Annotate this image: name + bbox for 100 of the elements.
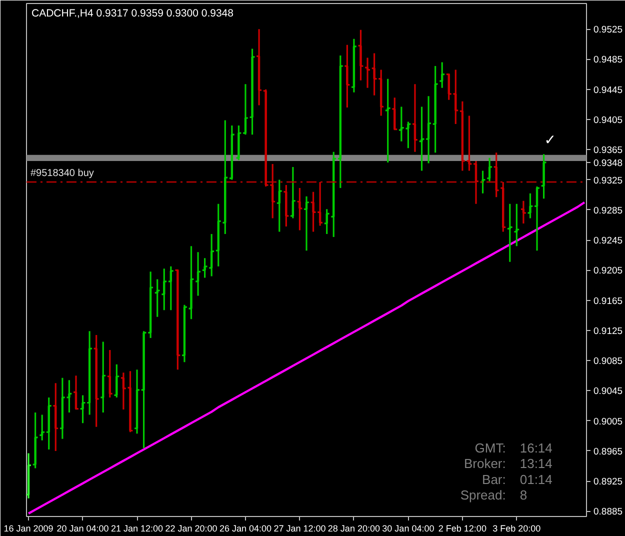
chart-title: CADCHF.,H4 0.9317 0.9359 0.9300 0.9348 <box>32 8 234 20</box>
candlestick <box>438 61 446 89</box>
x-tick-label: 2 Feb 12:00 <box>438 524 486 534</box>
candlestick <box>337 54 344 189</box>
candlestick <box>228 124 236 181</box>
y-tick-label: 0.9405 <box>594 115 623 126</box>
candlestick <box>357 29 364 82</box>
annotation: Spread: <box>460 488 506 503</box>
candlestick <box>526 192 534 219</box>
candlestick <box>330 151 337 238</box>
candlestick <box>432 65 439 154</box>
candlestick <box>418 106 425 172</box>
candlestick <box>86 330 93 416</box>
candlestick <box>350 38 358 94</box>
candlestick <box>324 208 330 235</box>
candlestick <box>486 157 493 182</box>
candlestick <box>26 452 32 500</box>
x-tick-label: 27 Jan 12:00 <box>274 524 326 534</box>
candlestick <box>215 203 222 268</box>
candlestick <box>371 52 378 96</box>
candlestick <box>93 334 100 428</box>
x-tick-label: 28 Jan 20:00 <box>328 524 380 534</box>
candlestick <box>391 96 398 131</box>
annotation: 16:14 <box>520 440 552 456</box>
candlestick <box>459 100 466 172</box>
candlestick <box>181 304 188 363</box>
candlestick <box>506 203 514 263</box>
candlestick <box>126 370 134 433</box>
candlestick <box>296 187 303 232</box>
candlestick <box>540 153 548 200</box>
candlestick <box>100 340 106 414</box>
candlestick <box>188 245 194 320</box>
candlestick <box>72 374 80 410</box>
annotation: Broker: <box>464 456 506 472</box>
candlestick <box>364 56 371 89</box>
candlestick <box>378 68 384 117</box>
y-tick-label: 0.8965 <box>594 446 623 458</box>
x-tick-label: 30 Jan 04:00 <box>382 524 434 534</box>
candlestick <box>38 414 46 442</box>
candlestick <box>208 233 215 277</box>
candlestick <box>140 330 148 449</box>
candlestick <box>154 278 161 318</box>
candlestick <box>59 377 66 440</box>
candlestick <box>32 412 39 470</box>
annotation: Bar: <box>482 472 506 487</box>
x-tick-label: 20 Jan 04:00 <box>56 524 109 534</box>
y-tick-label: 0.9348 <box>594 158 623 169</box>
candlestick <box>249 48 256 136</box>
annotation: GMT: <box>474 440 506 456</box>
line-series <box>27 201 586 515</box>
candlestick <box>276 178 283 233</box>
candlestick <box>534 186 540 252</box>
x-tick-label: 22 Jan 20:00 <box>165 524 218 534</box>
candlestick <box>290 166 296 219</box>
candlestick <box>513 203 520 247</box>
candlestick <box>398 106 405 142</box>
candlestick <box>120 372 127 410</box>
candlestick <box>256 28 262 106</box>
candlestick <box>202 257 208 279</box>
candlestick <box>52 382 59 452</box>
candlestick <box>242 83 249 136</box>
candlestick <box>134 368 140 434</box>
candlestick <box>282 184 290 228</box>
y-tick-label: 0.9165 <box>594 296 623 307</box>
candlestick <box>404 120 412 149</box>
candlestick <box>235 124 242 161</box>
candlestick <box>310 191 317 233</box>
y-tick-label: 0.8885 <box>594 506 623 518</box>
candlestick <box>344 44 350 108</box>
y-tick-label: 0.8925 <box>594 476 623 488</box>
y-tick-label: 0.9085 <box>594 356 623 368</box>
annotation: ✓ <box>544 132 556 148</box>
candlestick <box>46 396 52 450</box>
candlestick <box>174 268 181 370</box>
x-tick-label: 3 Feb 20:00 <box>492 524 541 534</box>
candlestick <box>303 196 310 252</box>
y-tick-label: 0.9205 <box>594 266 623 277</box>
candlestick <box>412 83 418 153</box>
annotation: 13:14 <box>520 456 552 472</box>
candlestick <box>147 270 154 339</box>
annotation: 01:14 <box>520 472 552 487</box>
y-tick-label: 0.9285 <box>594 205 623 216</box>
y-tick-label: 0.9125 <box>594 326 623 337</box>
candlestick <box>66 379 72 414</box>
x-tick-label: 26 Jan 04:00 <box>219 524 272 534</box>
candlestick <box>480 170 486 194</box>
candlestick <box>113 364 120 398</box>
candlestick <box>466 114 472 172</box>
y-tick-label: 0.9445 <box>594 84 623 96</box>
y-tick-label: 0.9365 <box>594 145 623 156</box>
y-tick-label: 0.9245 <box>594 236 623 247</box>
candlestick <box>222 119 228 235</box>
y-tick-label: 0.9485 <box>594 54 623 66</box>
y-tick-label: 0.9525 <box>594 24 623 36</box>
ref-line-label: #9518340 buy <box>30 168 94 180</box>
candlestick <box>80 394 86 424</box>
y-tick-label: 0.9325 <box>594 175 623 186</box>
annotation: 8 <box>520 488 528 503</box>
candlestick <box>160 268 168 311</box>
x-tick-label: 21 Jan 12:00 <box>110 524 164 534</box>
